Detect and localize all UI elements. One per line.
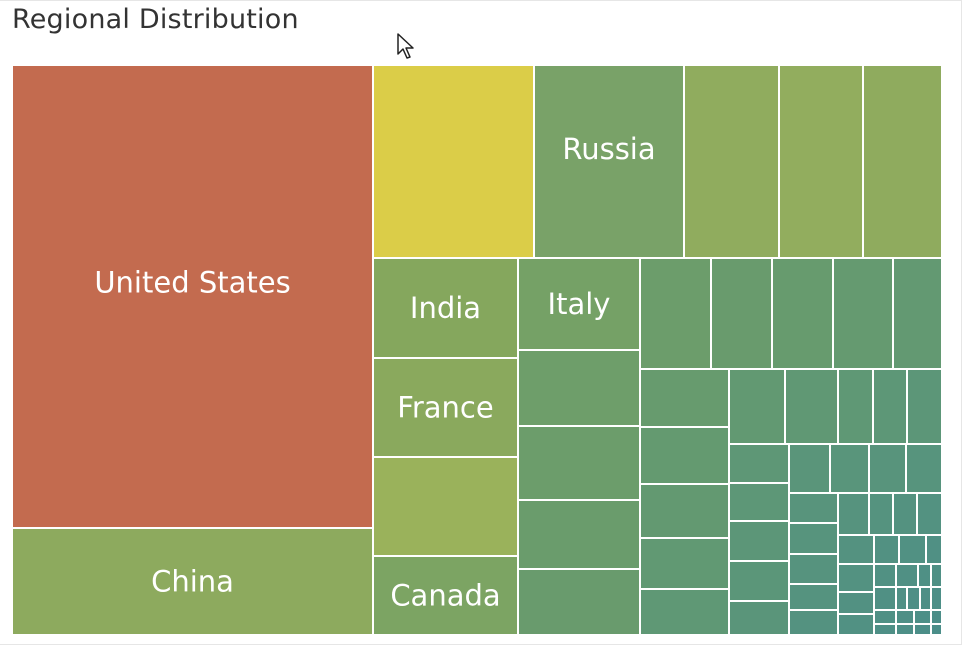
- tile-united-states[interactable]: [11, 64, 374, 529]
- tile-label-canada: Canada: [390, 579, 500, 613]
- tile-2[interactable]: [372, 64, 535, 259]
- tile-48[interactable]: [916, 492, 943, 536]
- tile-49[interactable]: [837, 534, 875, 565]
- tile-60[interactable]: [873, 586, 897, 611]
- tile-23[interactable]: [639, 483, 730, 539]
- tile-label-russia: Russia: [562, 132, 655, 166]
- tile-29[interactable]: [872, 368, 908, 445]
- tile-39[interactable]: [905, 443, 943, 494]
- tile-67[interactable]: [895, 609, 915, 625]
- tile-51[interactable]: [837, 591, 875, 615]
- tile-20[interactable]: [892, 257, 943, 370]
- tile-70[interactable]: [913, 623, 932, 636]
- tile-label-china: China: [151, 565, 234, 599]
- tile-64[interactable]: [930, 586, 943, 611]
- tile-19[interactable]: [832, 257, 894, 370]
- tile-27[interactable]: [784, 368, 839, 445]
- tile-canada[interactable]: [372, 555, 519, 636]
- chart-title: Regional Distribution: [12, 4, 299, 35]
- tile-31[interactable]: [728, 443, 790, 484]
- tile-16[interactable]: [639, 257, 712, 370]
- tile-6[interactable]: [862, 64, 943, 259]
- tile-label-france: France: [397, 391, 493, 425]
- tile-36[interactable]: [788, 443, 831, 494]
- tile-71[interactable]: [930, 609, 943, 625]
- mouse-cursor-icon: [397, 33, 414, 59]
- tile-25[interactable]: [639, 588, 730, 636]
- tile-21[interactable]: [639, 368, 730, 428]
- tile-61[interactable]: [895, 586, 908, 611]
- tile-17[interactable]: [710, 257, 773, 370]
- tile-34[interactable]: [728, 560, 790, 602]
- tile-14[interactable]: [517, 499, 641, 570]
- tile-26[interactable]: [728, 368, 786, 445]
- tile-45[interactable]: [837, 492, 870, 536]
- tile-63[interactable]: [919, 586, 932, 611]
- tile-62[interactable]: [906, 586, 921, 611]
- tile-russia[interactable]: [533, 64, 685, 259]
- tile-33[interactable]: [728, 520, 790, 562]
- tile-32[interactable]: [728, 482, 790, 522]
- tile-9[interactable]: [372, 456, 519, 557]
- tile-28[interactable]: [837, 368, 874, 445]
- tile-30[interactable]: [906, 368, 943, 445]
- tile-label-india: India: [410, 291, 481, 325]
- tile-56[interactable]: [873, 563, 897, 588]
- tile-68[interactable]: [895, 623, 915, 636]
- tile-42[interactable]: [788, 553, 839, 585]
- tile-46[interactable]: [868, 492, 894, 536]
- tile-55[interactable]: [925, 534, 943, 565]
- tile-37[interactable]: [829, 443, 870, 494]
- tile-label-united-states: United States: [94, 266, 290, 300]
- tile-38[interactable]: [868, 443, 907, 494]
- tile-58[interactable]: [917, 563, 932, 588]
- tile-35[interactable]: [728, 600, 790, 636]
- tile-47[interactable]: [892, 492, 918, 536]
- tile-12[interactable]: [517, 349, 641, 427]
- tile-13[interactable]: [517, 425, 641, 501]
- tile-china[interactable]: [11, 527, 374, 636]
- tile-59[interactable]: [930, 563, 943, 588]
- tile-labels: United States China Russia India France Canad…: [94, 132, 655, 613]
- tile-72[interactable]: [930, 623, 943, 636]
- tile-54[interactable]: [898, 534, 927, 565]
- tile-40[interactable]: [788, 492, 839, 524]
- tile-52[interactable]: [837, 613, 875, 636]
- tile-66[interactable]: [873, 623, 897, 636]
- tile-india[interactable]: [372, 257, 519, 359]
- tile-label-italy: Italy: [548, 287, 611, 321]
- tile-57[interactable]: [895, 563, 919, 588]
- tile-18[interactable]: [771, 257, 834, 370]
- tile-france[interactable]: [372, 357, 519, 458]
- tile-24[interactable]: [639, 537, 730, 590]
- tile-65[interactable]: [873, 609, 897, 625]
- tile-53[interactable]: [873, 534, 900, 565]
- tile-22[interactable]: [639, 426, 730, 485]
- tile-69[interactable]: [913, 609, 932, 625]
- tile-44[interactable]: [788, 609, 839, 636]
- tile-41[interactable]: [788, 522, 839, 555]
- tile-4[interactable]: [683, 64, 780, 259]
- tile-5[interactable]: [778, 64, 864, 259]
- tile-43[interactable]: [788, 583, 839, 611]
- tile-15[interactable]: [517, 568, 641, 636]
- tile-50[interactable]: [837, 563, 875, 593]
